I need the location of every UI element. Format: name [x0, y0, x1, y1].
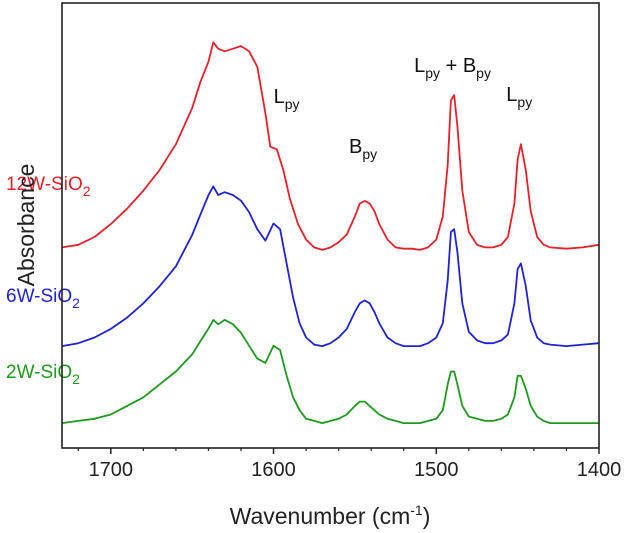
series-label-12w-sio2: 12W-SiO2 — [6, 174, 91, 199]
peak-annotation-3: Lpy + Bpy — [414, 55, 491, 81]
peak-annotation-1: Lpy — [274, 86, 300, 112]
x-axis-title-sup: -1 — [410, 502, 423, 518]
y-axis-title: Absorbance — [13, 164, 39, 287]
x-tick-label-1600: 1600 — [251, 459, 296, 481]
peak-annotation-2: Bpy — [349, 136, 377, 162]
series-label-2w-sio2: 2W-SiO2 — [6, 362, 80, 387]
x-axis-title-main: Wavenumber (cm — [230, 503, 411, 529]
x-tick-label-1500: 1500 — [414, 459, 459, 481]
x-axis-ticks: 1700 1600 1500 1400 — [77, 448, 622, 481]
series-line-6w-sio2 — [61, 185, 600, 348]
x-tick-label-1400: 1400 — [577, 459, 622, 481]
series-line-2w-sio2 — [61, 318, 599, 425]
x-axis-title-tail: ) — [423, 503, 431, 529]
x-tick-label-1700: 1700 — [89, 459, 134, 481]
plot-lines — [61, 41, 600, 425]
x-axis-title: Wavenumber (cm-1) — [230, 502, 431, 529]
series-labels: 12W-SiO2 6W-SiO2 2W-SiO2 — [6, 174, 91, 387]
plot-frame — [61, 2, 600, 449]
series-label-6w-sio2: 6W-SiO2 — [6, 286, 80, 311]
peak-annotation-4: Lpy — [506, 84, 532, 110]
peak-annotations: Lpy Bpy Lpy + Bpy Lpy — [274, 55, 533, 162]
series-line-12w-sio2 — [61, 41, 600, 251]
